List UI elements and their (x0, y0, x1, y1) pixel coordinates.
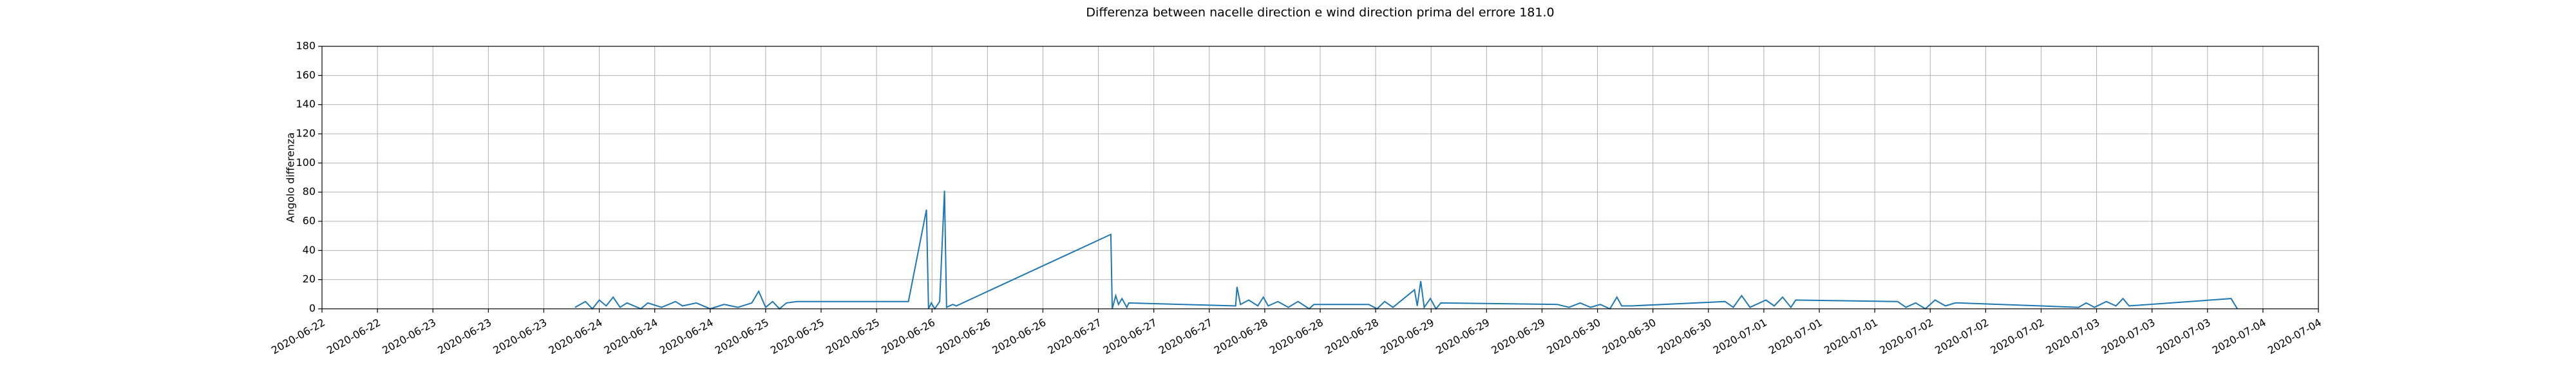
chart-title: Differenza between nacelle direction e w… (1086, 6, 1554, 20)
x-tick-label: 2020-07-03 (2044, 316, 2102, 356)
x-tick-label: 2020-06-28 (1323, 316, 1381, 356)
x-tick-label: 2020-06-30 (1656, 316, 1714, 356)
y-tick-label: 160 (296, 69, 316, 81)
y-tick-label: 20 (303, 273, 316, 285)
x-tick-label: 2020-06-23 (491, 316, 549, 356)
y-tick-label: 120 (296, 127, 316, 140)
x-tick-label: 2020-06-25 (768, 316, 826, 356)
x-tick-label: 2020-06-26 (934, 316, 992, 356)
x-tick-label: 2020-07-04 (2210, 316, 2268, 356)
y-tick-label: 100 (296, 156, 316, 169)
x-tick-label: 2020-06-24 (658, 316, 715, 356)
x-tick-label: 2020-06-26 (879, 316, 937, 356)
x-tick-label: 2020-06-24 (602, 316, 660, 356)
x-tick-label: 2020-06-28 (1267, 316, 1325, 356)
x-tick-label: 2020-06-30 (1545, 316, 1603, 356)
y-tick-label: 60 (303, 215, 316, 227)
x-tick-label: 2020-06-30 (1600, 316, 1658, 356)
x-tick-label: 2020-06-29 (1434, 316, 1492, 356)
x-tick-label: 2020-07-04 (2266, 316, 2324, 356)
x-tick-label: 2020-07-03 (2099, 316, 2157, 356)
x-tick-label: 2020-06-24 (547, 316, 605, 356)
x-tick-label: 2020-06-22 (269, 316, 327, 356)
x-tick-label: 2020-06-27 (1046, 316, 1104, 356)
y-tick-label: 180 (296, 40, 316, 52)
y-axis-label: Angolo differenza (285, 133, 297, 223)
y-tick-label: 40 (303, 244, 316, 256)
x-tick-label: 2020-06-23 (435, 316, 493, 356)
x-tick-label: 2020-06-27 (1101, 316, 1159, 356)
x-tick-label: 2020-06-28 (1212, 316, 1270, 356)
x-tick-label: 2020-07-02 (1988, 316, 2046, 356)
x-tick-label: 2020-07-01 (1711, 316, 1769, 356)
x-tick-label: 2020-06-29 (1378, 316, 1436, 356)
y-tick-label: 0 (309, 302, 316, 315)
x-tick-label: 2020-07-03 (2155, 316, 2213, 356)
x-tick-label: 2020-06-27 (1157, 316, 1215, 356)
y-tick-label: 80 (303, 185, 316, 198)
x-tick-label: 2020-07-01 (1822, 316, 1880, 356)
x-tick-label: 2020-06-22 (325, 316, 383, 356)
x-tick-label: 2020-06-25 (824, 316, 882, 356)
x-tick-label: 2020-06-26 (990, 316, 1048, 356)
plot-frame (321, 46, 2319, 309)
x-tick-label: 2020-07-02 (1877, 316, 1935, 356)
x-tick-label: 2020-06-23 (380, 316, 438, 356)
data-line (574, 190, 2238, 310)
y-tick-label: 140 (296, 98, 316, 110)
x-tick-label: 2020-07-02 (1933, 316, 1991, 356)
x-tick-label: 2020-06-29 (1489, 316, 1547, 356)
x-tick-label: 2020-07-01 (1766, 316, 1824, 356)
x-tick-label: 2020-06-25 (713, 316, 771, 356)
